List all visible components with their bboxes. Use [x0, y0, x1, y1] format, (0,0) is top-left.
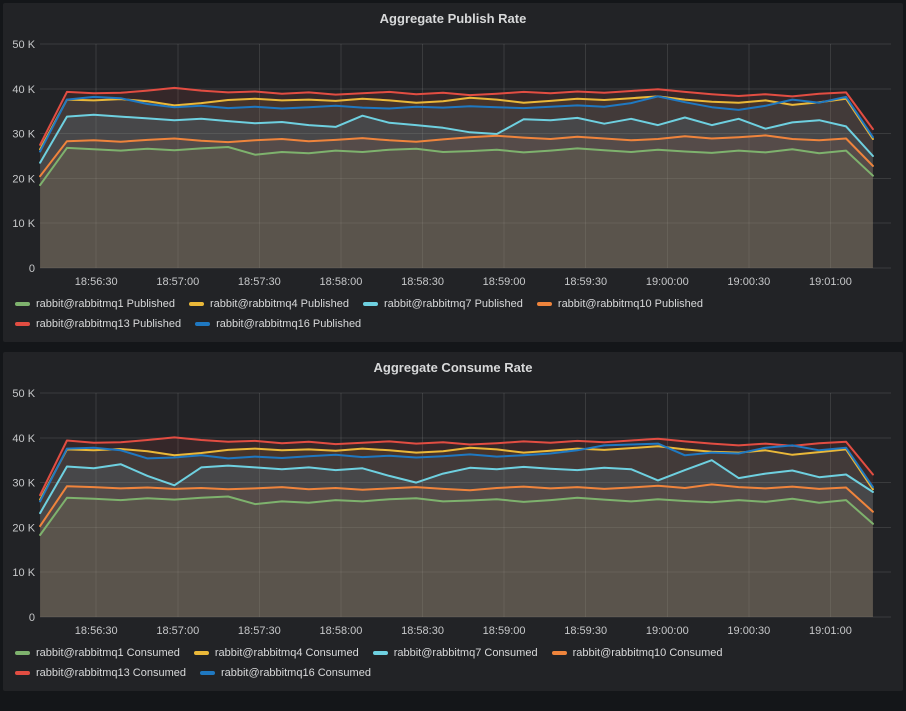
x-axis-tick-label: 18:58:30: [401, 625, 444, 637]
legend-color-swatch: [188, 302, 204, 306]
y-axis-tick-label: 40 K: [12, 433, 35, 445]
y-axis-tick-label: 10 K: [12, 218, 35, 230]
x-axis-tick-label: 18:56:30: [75, 276, 118, 288]
legend-item[interactable]: rabbit@rabbitmq7 Published: [362, 296, 523, 312]
legend-label: rabbit@rabbitmq1 Published: [36, 298, 175, 310]
legend-color-swatch: [362, 302, 378, 306]
series-line: [39, 436, 874, 497]
series-area: [40, 147, 873, 268]
legend-color-swatch: [15, 322, 30, 326]
y-axis-tick-label: 30 K: [12, 478, 35, 490]
series-area: [40, 484, 873, 617]
legend-item[interactable]: rabbit@rabbitmq4 Published: [188, 296, 349, 312]
legend-item[interactable]: rabbit@rabbitmq7 Consumed: [372, 645, 538, 661]
chart-legend: rabbit@rabbitmq1 Consumed rabbit@rabbitmq…: [3, 641, 903, 691]
panel-aggregate-consume-rate: Aggregate Consume Rate 0 10 K 20 K 30 K 40 K…: [3, 352, 903, 691]
legend-label: rabbit@rabbitmq4 Consumed: [214, 647, 359, 659]
y-axis-tick-label: 30 K: [12, 129, 35, 141]
y-axis-tick-label: 20 K: [12, 173, 35, 185]
y-axis-tick-label: 40 K: [12, 84, 35, 96]
y-axis-tick-label: 50 K: [12, 39, 35, 51]
legend-label: rabbit@rabbitmq13 Published: [36, 318, 182, 330]
y-axis-tick-label: 20 K: [12, 522, 35, 534]
x-axis-tick-label: 19:01:00: [809, 625, 852, 637]
x-axis-tick-label: 18:58:00: [320, 625, 363, 637]
series-line: [39, 146, 874, 187]
x-axis-tick-label: 18:58:00: [320, 276, 363, 288]
legend-color-swatch: [15, 651, 30, 655]
legend-color-swatch: [193, 651, 209, 655]
panel-aggregate-publish-rate: Aggregate Publish Rate 0 10 K 20 K 30 K 40 K…: [3, 3, 903, 342]
series-area: [40, 496, 873, 617]
legend-color-swatch: [195, 322, 211, 326]
legend-label: rabbit@rabbitmq7 Consumed: [393, 647, 538, 659]
legend-label: rabbit@rabbitmq16 Published: [216, 318, 362, 330]
legend-item[interactable]: rabbit@rabbitmq16 Consumed: [199, 665, 371, 681]
series-area: [40, 443, 873, 617]
series-line: [39, 95, 874, 153]
legend-color-swatch: [536, 302, 552, 306]
x-axis-tick-label: 18:57:00: [156, 276, 199, 288]
series-area: [40, 437, 873, 617]
legend-label: rabbit@rabbitmq16 Consumed: [220, 667, 371, 679]
y-axis-tick-label: 10 K: [12, 567, 35, 579]
x-axis-tick-label: 18:57:30: [238, 276, 281, 288]
y-axis-tick-label: 0: [29, 263, 35, 275]
legend-label: rabbit@rabbitmq1 Consumed: [36, 647, 180, 659]
series-line: [39, 86, 874, 146]
legend-color-swatch: [15, 302, 30, 306]
series-line: [39, 459, 874, 515]
x-axis-tick-label: 19:01:00: [809, 276, 852, 288]
legend-color-swatch: [199, 671, 215, 675]
series-line: [39, 442, 874, 503]
legend-item[interactable]: rabbit@rabbitmq4 Consumed: [193, 645, 359, 661]
x-axis-tick-label: 19:00:30: [727, 276, 770, 288]
panel-title[interactable]: Aggregate Publish Rate: [379, 11, 527, 26]
x-axis-tick-label: 18:59:30: [564, 625, 607, 637]
x-axis-tick-label: 18:59:00: [483, 276, 526, 288]
series-line: [39, 95, 874, 151]
x-axis-tick-label: 18:58:30: [401, 276, 444, 288]
series-line: [39, 495, 874, 536]
x-axis-tick-label: 18:57:00: [156, 625, 199, 637]
legend-item[interactable]: rabbit@rabbitmq1 Consumed: [15, 645, 180, 661]
x-axis-tick-label: 19:00:00: [646, 276, 689, 288]
y-axis-tick-label: 50 K: [12, 388, 35, 400]
legend-color-swatch: [551, 651, 567, 655]
legend-label: rabbit@rabbitmq7 Published: [383, 298, 523, 310]
legend-item[interactable]: rabbit@rabbitmq10 Consumed: [551, 645, 723, 661]
legend-item[interactable]: rabbit@rabbitmq13 Consumed: [15, 665, 186, 681]
dashboard: Aggregate Publish Rate 0 10 K 20 K 30 K 40 K…: [3, 3, 903, 691]
series-line: [39, 134, 874, 178]
legend-color-swatch: [15, 671, 30, 675]
y-axis-tick-label: 0: [29, 612, 35, 624]
x-axis-tick-label: 18:59:00: [483, 625, 526, 637]
x-axis-tick-label: 18:56:30: [75, 625, 118, 637]
legend-item[interactable]: rabbit@rabbitmq13 Published: [15, 316, 181, 332]
legend-color-swatch: [372, 651, 388, 655]
x-axis-tick-label: 19:00:00: [646, 625, 689, 637]
series-line: [39, 483, 874, 528]
legend-item[interactable]: rabbit@rabbitmq1 Published: [15, 296, 175, 312]
time-series-chart[interactable]: 0 10 K 20 K 30 K 40 K 50 K 18:56:30 18:57:00 18:…: [3, 30, 903, 292]
x-axis-tick-label: 18:59:30: [564, 276, 607, 288]
legend-label: rabbit@rabbitmq4 Published: [209, 298, 349, 310]
chart-legend: rabbit@rabbitmq1 Published rabbit@rabbitm…: [3, 292, 903, 342]
time-series-chart[interactable]: 0 10 K 20 K 30 K 40 K 50 K 18:56:30 18:57:00 18:…: [3, 379, 903, 641]
panel-title[interactable]: Aggregate Consume Rate: [373, 360, 533, 375]
x-axis-tick-label: 19:00:30: [727, 625, 770, 637]
legend-item[interactable]: rabbit@rabbitmq10 Published: [536, 296, 703, 312]
legend-label: rabbit@rabbitmq10 Published: [557, 298, 703, 310]
series-area: [40, 135, 873, 268]
series-line: [39, 113, 874, 164]
legend-item[interactable]: rabbit@rabbitmq16 Published: [195, 316, 361, 332]
x-axis-tick-label: 18:57:30: [238, 625, 281, 637]
legend-label: rabbit@rabbitmq13 Consumed: [36, 667, 186, 679]
series-area: [40, 87, 873, 269]
legend-label: rabbit@rabbitmq10 Consumed: [572, 647, 723, 659]
